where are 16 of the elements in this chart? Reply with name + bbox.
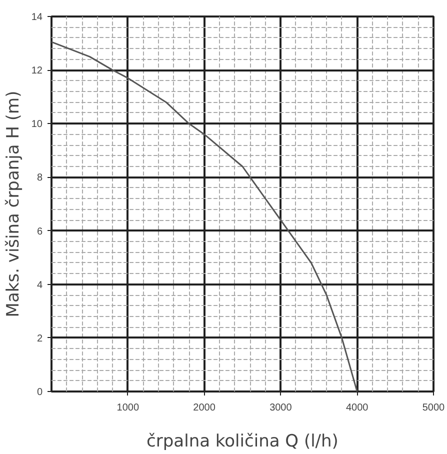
y-tick-label: 14 [31,12,43,23]
y-tick-label: 4 [36,280,43,291]
line-series [52,41,358,392]
y-tick-label: 0 [36,387,43,398]
x-tick-label: 3000 [270,402,292,414]
y-tick-label: 6 [36,226,43,238]
y-tick-label: 8 [36,172,43,184]
x-tick-label: 2000 [193,402,216,414]
y-tick-label: 2 [36,333,43,344]
y-tick-label: 10 [31,119,43,130]
y-axis-title: Maks. višina črpanja H (m) [3,90,24,318]
x-tick-label: 5000 [422,402,446,414]
x-axis-title: črpalna količina Q (l/h) [146,432,338,452]
x-tick-label: 1000 [116,402,140,414]
x-tick-label: 4000 [346,402,369,414]
y-tick-label: 12 [31,66,43,77]
